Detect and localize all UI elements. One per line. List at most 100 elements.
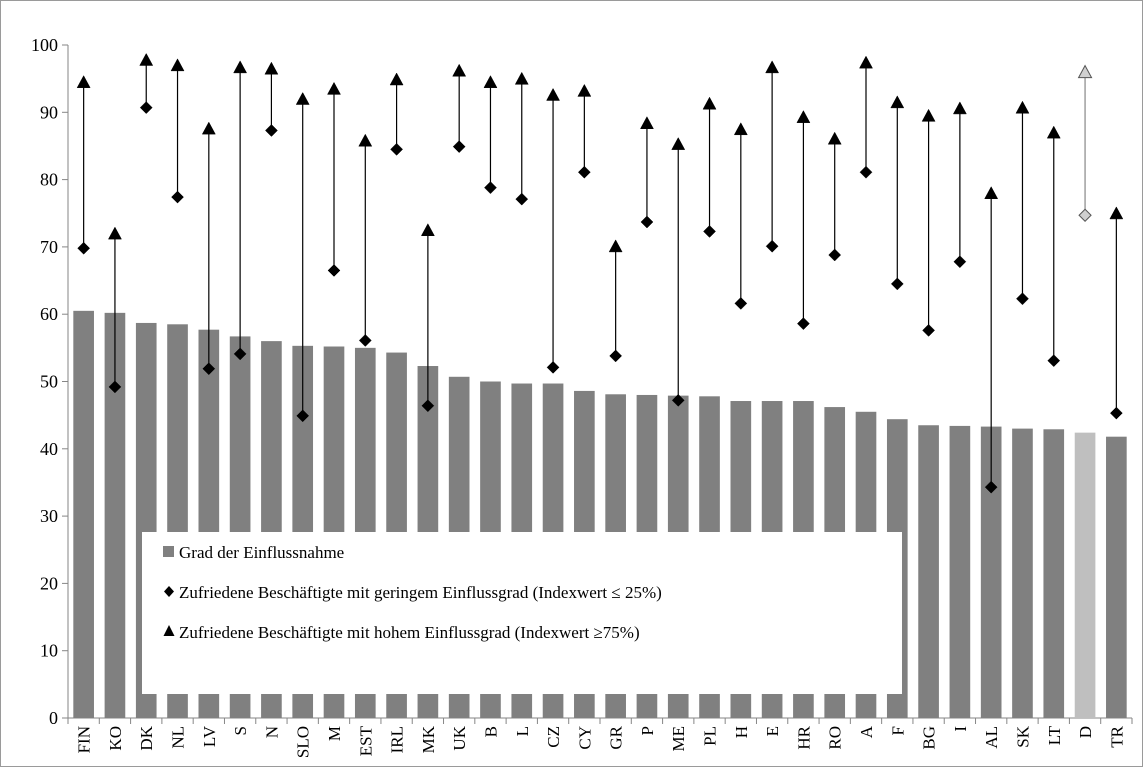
y-tick-label: 60 — [40, 304, 58, 324]
marker-high-pl — [702, 96, 717, 110]
x-tick-label-al: AL — [982, 726, 1001, 749]
marker-low-tr — [1109, 406, 1123, 420]
marker-low-mk — [421, 399, 435, 413]
x-tick-label-ro: RO — [826, 726, 845, 750]
marker-high-lv — [201, 121, 216, 135]
marker-low-f — [890, 277, 904, 291]
bar-al — [980, 426, 1002, 718]
marker-high-lt — [1046, 125, 1061, 139]
y-tick-label: 0 — [49, 708, 58, 728]
marker-low-s — [233, 347, 247, 361]
x-tick-label-slo: SLO — [294, 726, 313, 758]
bar-d — [1074, 432, 1096, 718]
marker-high-h — [733, 122, 748, 136]
x-tick-label-s: S — [231, 726, 250, 735]
legend-label-diamond: Zufriedene Beschäftigte mit geringem Ein… — [179, 583, 662, 602]
marker-high-bg — [921, 108, 936, 122]
y-tick-label: 10 — [40, 641, 58, 661]
marker-high-sk — [1015, 100, 1030, 114]
marker-low-cy — [577, 165, 591, 179]
marker-low-n — [265, 124, 278, 137]
marker-high-ro — [827, 131, 842, 145]
marker-high-a — [859, 55, 873, 69]
marker-high-al — [984, 186, 999, 199]
marker-low-l — [515, 192, 529, 206]
marker-high-fin — [76, 75, 91, 88]
x-tick-label-a: A — [857, 725, 876, 738]
legend-swatch-triangle — [163, 625, 175, 636]
bar-fin — [73, 310, 94, 718]
marker-low-al — [984, 480, 998, 494]
markers — [76, 52, 1124, 494]
marker-high-nl — [170, 58, 185, 72]
legend-label-bar: Grad der Einflussnahme — [179, 543, 344, 562]
marker-low-a — [859, 165, 873, 179]
marker-low-lv — [202, 362, 216, 376]
marker-high-tr — [1109, 206, 1124, 220]
marker-low-slo — [296, 409, 310, 423]
x-tick-label-hr: HR — [794, 725, 813, 749]
marker-low-sk — [1016, 292, 1029, 306]
x-tick-label-l: L — [513, 726, 532, 736]
bar-sk — [1012, 428, 1033, 718]
legend-swatch-diamond — [164, 586, 174, 597]
x-tick-label-me: ME — [669, 726, 688, 752]
marker-high-f — [890, 95, 905, 109]
marker-low-p — [640, 215, 654, 229]
x-tick-label-uk: UK — [450, 725, 469, 750]
x-tick-label-nl: NL — [169, 726, 188, 749]
marker-high-b — [483, 75, 498, 88]
marker-low-bg — [922, 323, 935, 337]
bar-i — [949, 425, 971, 718]
x-tick-label-gr: GR — [607, 725, 626, 749]
x-tick-label-irl: IRL — [388, 726, 407, 753]
marker-high-p — [640, 116, 654, 129]
marker-high-i — [952, 101, 967, 115]
marker-low-dk — [139, 101, 153, 114]
y-tick-label: 20 — [40, 573, 58, 593]
y-tick-label: 70 — [40, 237, 58, 257]
x-tick-label-cy: CY — [575, 726, 594, 750]
x-tick-label-b: B — [481, 726, 500, 737]
marker-low-irl — [390, 142, 403, 156]
marker-high-uk — [452, 63, 467, 77]
x-tick-label-lv: LV — [200, 725, 219, 747]
marker-high-mk — [420, 223, 435, 236]
marker-low-fin — [77, 241, 91, 255]
marker-high-e — [765, 60, 780, 74]
marker-high-irl — [389, 72, 404, 86]
marker-low-me — [671, 393, 685, 407]
x-tick-label-dk: DK — [137, 725, 156, 750]
bar-tr — [1106, 436, 1127, 718]
marker-high-dk — [139, 52, 154, 66]
x-tick-label-h: H — [732, 726, 751, 738]
x-tick-label-fin: FIN — [75, 726, 94, 753]
marker-low-uk — [452, 140, 466, 153]
bar-ko — [104, 312, 126, 718]
marker-high-s — [233, 60, 248, 74]
marker-low-b — [484, 181, 497, 195]
x-tick-label-bg: BG — [920, 726, 939, 750]
bar-lt — [1043, 429, 1065, 718]
marker-high-est — [358, 133, 373, 147]
y-tick-labels: 0 10 20 30 40 50 60 70 80 90 100 — [31, 35, 58, 728]
marker-low-d — [1078, 208, 1092, 222]
marker-high-ko — [108, 226, 122, 240]
x-tick-label-i: I — [951, 726, 970, 732]
marker-low-ko — [108, 380, 122, 394]
x-tick-label-d: D — [1076, 726, 1095, 738]
marker-low-m — [327, 264, 341, 277]
marker-high-cy — [577, 83, 592, 97]
legend-box — [142, 532, 902, 694]
marker-low-e — [765, 239, 779, 253]
x-tick-label-lt: LT — [1045, 725, 1064, 745]
marker-low-i — [953, 255, 967, 269]
marker-low-cz — [546, 361, 560, 374]
marker-low-pl — [703, 225, 716, 238]
legend-label-triangle: Zufriedene Beschäftigte mit hohem Einflu… — [179, 623, 640, 642]
x-tick-label-m: M — [325, 726, 344, 741]
y-tick-label: 50 — [40, 372, 58, 392]
x-tick-label-mk: MK — [419, 725, 438, 753]
